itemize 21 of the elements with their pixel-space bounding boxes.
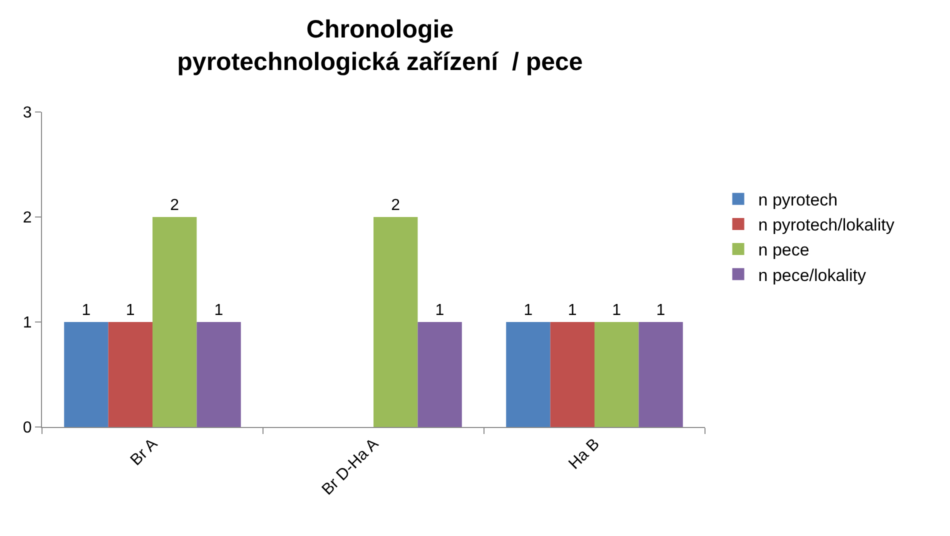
data-label: 1	[214, 302, 224, 319]
data-label: 2	[170, 197, 180, 214]
chart-title: Chronologie pyrotechnologická zařízení / pece	[177, 16, 583, 76]
data-label: 1	[82, 302, 91, 319]
x-tick-label: Br A	[128, 435, 162, 470]
y-tick-label: 2	[22, 210, 32, 227]
y-tick-label: 1	[22, 314, 32, 332]
legend-label: n pyrotech/lokality	[758, 216, 895, 235]
data-label: 1	[568, 302, 577, 319]
y-tick-label: 0	[22, 420, 32, 437]
data-label: 1	[126, 302, 135, 319]
data-label: 2	[391, 197, 400, 214]
legend-label: n pece/lokality	[758, 266, 866, 285]
legend-label: n pyrotech	[758, 190, 838, 210]
x-tick-label: Ha B	[566, 436, 603, 473]
data-label: 1	[435, 302, 444, 319]
data-label: 1	[656, 302, 666, 319]
data-label: 1	[524, 302, 533, 319]
data-label: 1	[612, 302, 622, 319]
legend-label: n pece	[758, 240, 810, 260]
y-tick-label: 3	[22, 104, 32, 122]
